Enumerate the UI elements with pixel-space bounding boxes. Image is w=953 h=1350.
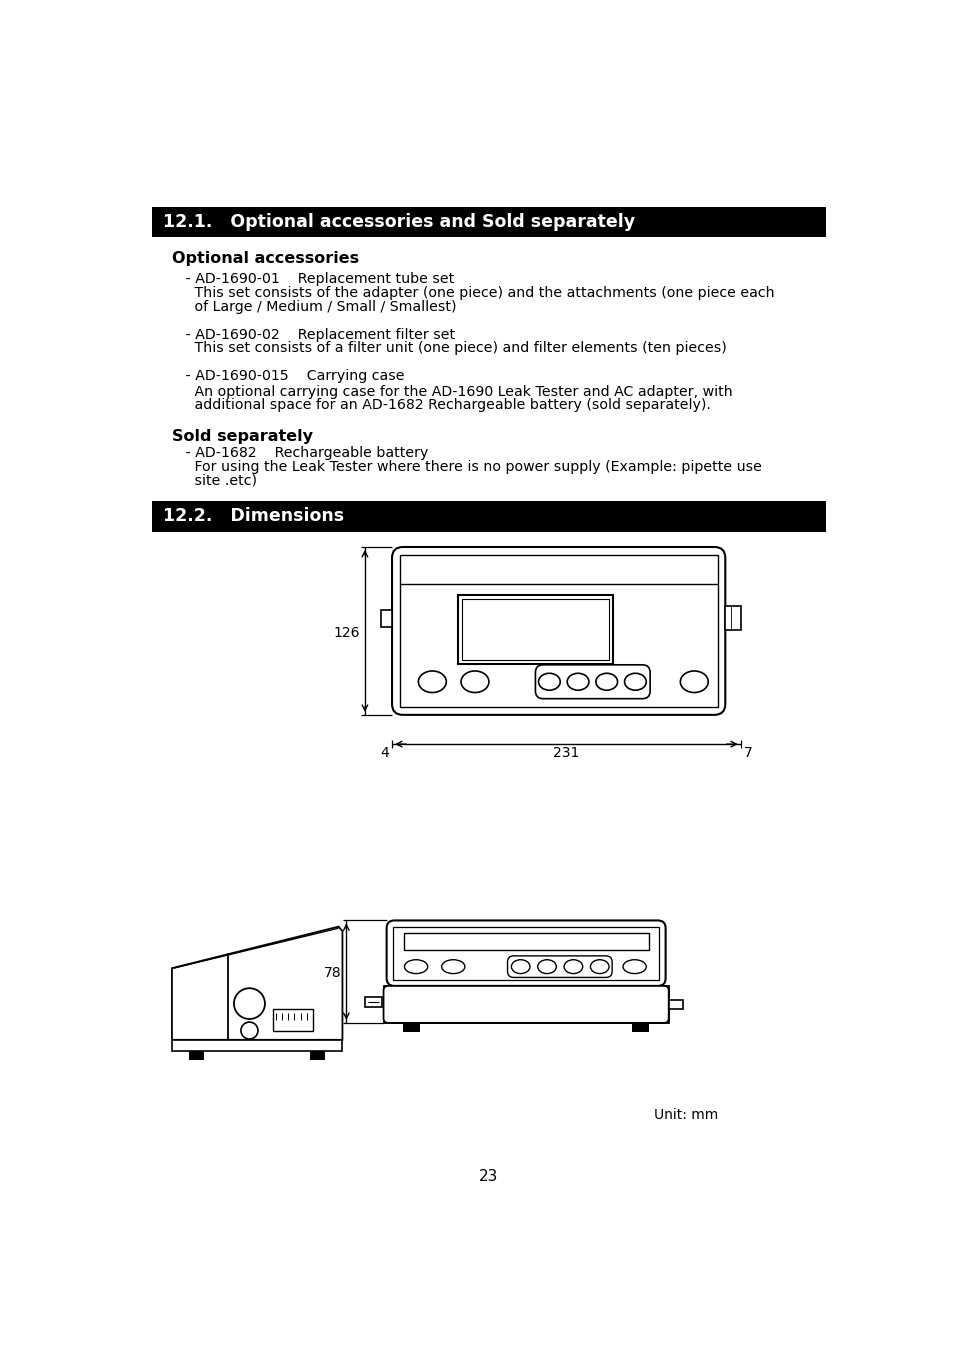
Bar	[189, 1050, 204, 1060]
Ellipse shape	[563, 960, 582, 973]
Text: additional space for an AD-1682 Rechargeable battery (sold separately).: additional space for an AD-1682 Recharge…	[172, 398, 710, 412]
Bar	[632, 1023, 649, 1033]
Ellipse shape	[537, 674, 559, 690]
Bar	[461, 598, 608, 660]
FancyBboxPatch shape	[383, 986, 668, 1023]
Ellipse shape	[567, 674, 588, 690]
Bar	[457, 595, 612, 664]
Text: - AD-1682    Rechargeable battery: - AD-1682 Rechargeable battery	[172, 446, 428, 460]
Bar	[724, 606, 740, 630]
Text: An optional carrying case for the AD-1690 Leak Tester and AC adapter, with: An optional carrying case for the AD-169…	[172, 385, 732, 398]
Ellipse shape	[622, 960, 645, 973]
Bar	[273, 1008, 313, 1030]
Ellipse shape	[511, 960, 530, 973]
Ellipse shape	[404, 960, 427, 973]
Bar	[152, 501, 825, 532]
Ellipse shape	[441, 960, 464, 973]
Text: - AD-1690-015    Carrying case: - AD-1690-015 Carrying case	[172, 369, 404, 383]
Bar	[403, 933, 648, 949]
Bar	[365, 996, 381, 1007]
Text: 78: 78	[324, 965, 341, 980]
Ellipse shape	[418, 671, 446, 693]
Bar	[399, 555, 717, 707]
FancyBboxPatch shape	[535, 664, 649, 699]
Text: 12.1.   Optional accessories and Sold separately: 12.1. Optional accessories and Sold sepa…	[162, 213, 634, 231]
Text: - AD-1690-01    Replacement tube set: - AD-1690-01 Replacement tube set	[172, 273, 454, 286]
Text: 23: 23	[478, 1169, 498, 1184]
Text: - AD-1690-02    Replacement filter set: - AD-1690-02 Replacement filter set	[172, 328, 455, 342]
Text: This set consists of a filter unit (one piece) and filter elements (ten pieces): This set consists of a filter unit (one …	[172, 342, 726, 355]
Ellipse shape	[590, 960, 608, 973]
Bar	[152, 207, 825, 238]
Ellipse shape	[596, 674, 617, 690]
Bar	[381, 610, 392, 628]
Text: Sold separately: Sold separately	[172, 429, 313, 444]
Text: This set consists of the adapter (one piece) and the attachments (one piece each: This set consists of the adapter (one pi…	[172, 286, 774, 300]
Ellipse shape	[241, 1022, 257, 1040]
Polygon shape	[172, 926, 342, 1040]
Text: 12.2.   Dimensions: 12.2. Dimensions	[162, 508, 343, 525]
Bar	[402, 1023, 419, 1033]
Ellipse shape	[460, 671, 488, 693]
Bar	[172, 1040, 342, 1050]
Text: 231: 231	[553, 747, 579, 760]
FancyBboxPatch shape	[386, 921, 665, 986]
Ellipse shape	[537, 960, 556, 973]
Ellipse shape	[624, 674, 645, 690]
Text: Unit: mm: Unit: mm	[654, 1107, 718, 1122]
Bar	[668, 1000, 682, 1008]
Text: site .etc): site .etc)	[172, 474, 256, 487]
Ellipse shape	[233, 988, 265, 1019]
Bar	[383, 986, 668, 1023]
Text: Optional accessories: Optional accessories	[172, 251, 358, 266]
Text: of Large / Medium / Small / Smallest): of Large / Medium / Small / Smallest)	[172, 300, 456, 313]
Bar	[393, 926, 659, 980]
Ellipse shape	[679, 671, 707, 693]
FancyBboxPatch shape	[507, 956, 612, 977]
Text: 7: 7	[743, 747, 752, 760]
Bar	[310, 1050, 325, 1060]
Text: For using the Leak Tester where there is no power supply (Example: pipette use: For using the Leak Tester where there is…	[172, 460, 761, 474]
Text: 126: 126	[334, 625, 360, 640]
Text: 4: 4	[380, 747, 389, 760]
FancyBboxPatch shape	[392, 547, 724, 716]
